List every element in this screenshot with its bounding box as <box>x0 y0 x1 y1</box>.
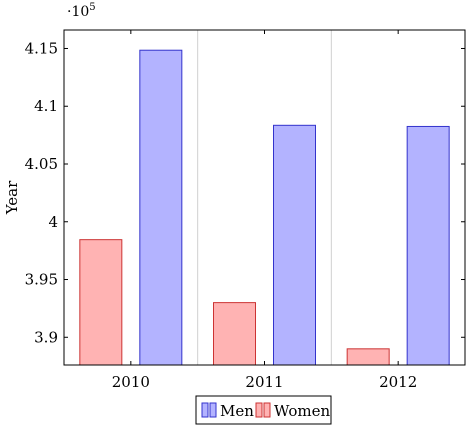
bar-women-2012 <box>346 348 390 366</box>
x-axis-ticks: 2010 2011 2012 <box>112 30 417 391</box>
legend-label-women: Women <box>274 402 331 420</box>
bar-men-2011 <box>273 124 316 366</box>
y-tick-label: 3.95 <box>25 271 58 289</box>
x-tick-label: 2011 <box>245 373 283 391</box>
y-axis-multiplier: ·105 <box>67 2 96 20</box>
bar-women-2010 <box>79 239 123 366</box>
bar-men-2010 <box>139 49 183 366</box>
plot-frame <box>63 29 466 366</box>
bars <box>79 49 450 366</box>
bar-men-2012 <box>406 125 450 366</box>
x-tick-label: 2012 <box>379 373 417 391</box>
y-axis-ticks: 3.9 3.95 4 4.05 4.1 4.15 <box>25 39 465 346</box>
legend: Men Women <box>195 395 332 425</box>
legend-swatch-men-a <box>201 402 209 418</box>
bar-women-2011 <box>213 302 256 366</box>
x-tick-label: 2010 <box>112 373 150 391</box>
legend-label-men: Men <box>220 402 254 420</box>
y-tick-label: 4.05 <box>25 155 58 173</box>
legend-swatch-women-b <box>263 402 271 418</box>
y-multiplier-exponent: 5 <box>89 2 95 13</box>
grid-lines <box>197 30 332 365</box>
y-axis-label: Year <box>3 180 21 215</box>
y-tick-label: 4 <box>48 213 58 231</box>
y-multiplier-base: ·10 <box>67 4 89 20</box>
y-tick-label: 3.9 <box>34 328 58 346</box>
y-tick-label: 4.15 <box>25 39 58 57</box>
y-tick-label: 4.1 <box>34 97 58 115</box>
legend-swatch-men-b <box>209 402 217 418</box>
legend-swatch-women-a <box>255 402 263 418</box>
